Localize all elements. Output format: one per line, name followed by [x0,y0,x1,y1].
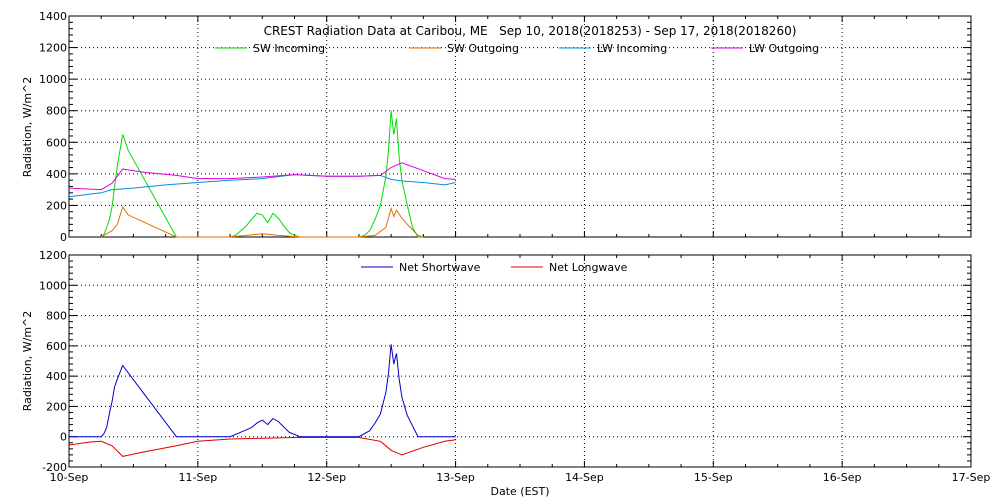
legend-label: Net Shortwave [399,261,481,274]
x-tick-label: 15-Sep [694,471,733,484]
y-tick-label: 800 [46,310,67,323]
bottom-legend: Net Shortwave Net Longwave [361,261,628,274]
bottom-panel: -200 0 200 400 600 800 1000 1200 10-Sep 11-Sep 12… [21,249,990,498]
bottom-y-axis-label: Radiation, W/m^2 [21,311,34,412]
y-tick-label: 1200 [39,42,67,55]
y-tick-label: 400 [46,370,67,383]
x-tick-label: 14-Sep [565,471,604,484]
legend-label: Net Longwave [549,261,628,274]
legend-label: LW Incoming [597,42,667,55]
bottom-plot-frame [68,254,972,468]
top-y-ticks: 0 200 400 600 800 1000 1200 1400 [39,10,971,244]
y-tick-label: 0 [60,431,67,444]
x-tick-label: 16-Sep [823,471,862,484]
top-panel: 0 200 400 600 800 1000 1200 1400 CREST Radiatio… [21,10,972,244]
top-series-lines [68,110,456,238]
y-tick-label: 1400 [39,10,67,23]
top-grid [69,16,971,237]
top-legend: SW Incoming SW Outgoing LW Incoming LW Outg… [215,42,819,55]
legend-label: SW Outgoing [447,42,519,55]
series-line-sw-incoming [100,110,424,238]
x-tick-label: 12-Sep [307,471,346,484]
top-plot-frame [68,15,972,238]
y-tick-label: 0 [60,231,67,244]
y-tick-label: 800 [46,105,67,118]
bottom-series-lines [68,344,456,457]
series-line-net-shortwave [69,344,456,438]
x-axis-label: Date (EST) [490,485,549,498]
y-tick-label: 200 [46,199,67,212]
y-tick-label: 400 [46,168,67,181]
y-tick-label: 600 [46,340,67,353]
series-line-sw-outgoing [100,205,424,238]
x-tick-label: 17-Sep [952,471,991,484]
top-x-ticks [68,16,972,237]
series-line-net-longwave [68,437,456,457]
x-tick-label: 13-Sep [436,471,475,484]
chart-title: CREST Radiation Data at Caribou, ME Sep … [264,24,797,38]
bottom-y-ticks: -200 0 200 400 600 800 1000 1200 [39,249,971,474]
y-tick-label: -200 [42,461,67,474]
top-y-axis-label: Radiation, W/m^2 [21,77,34,178]
y-tick-label: 1000 [39,73,67,86]
x-tick-label: 10-Sep [50,471,89,484]
legend-label: LW Outgoing [749,42,819,55]
bottom-grid [69,255,971,467]
y-tick-label: 1200 [39,249,67,262]
y-tick-label: 600 [46,136,67,149]
bottom-x-ticks: 10-Sep 11-Sep 12-Sep 13-Sep 14-Sep 15-Sep 16-S… [50,255,991,484]
legend-label: SW Incoming [253,42,325,55]
y-tick-label: 200 [46,400,67,413]
series-line-lw-outgoing [68,162,456,191]
y-tick-label: 1000 [39,279,67,292]
x-tick-label: 11-Sep [179,471,218,484]
